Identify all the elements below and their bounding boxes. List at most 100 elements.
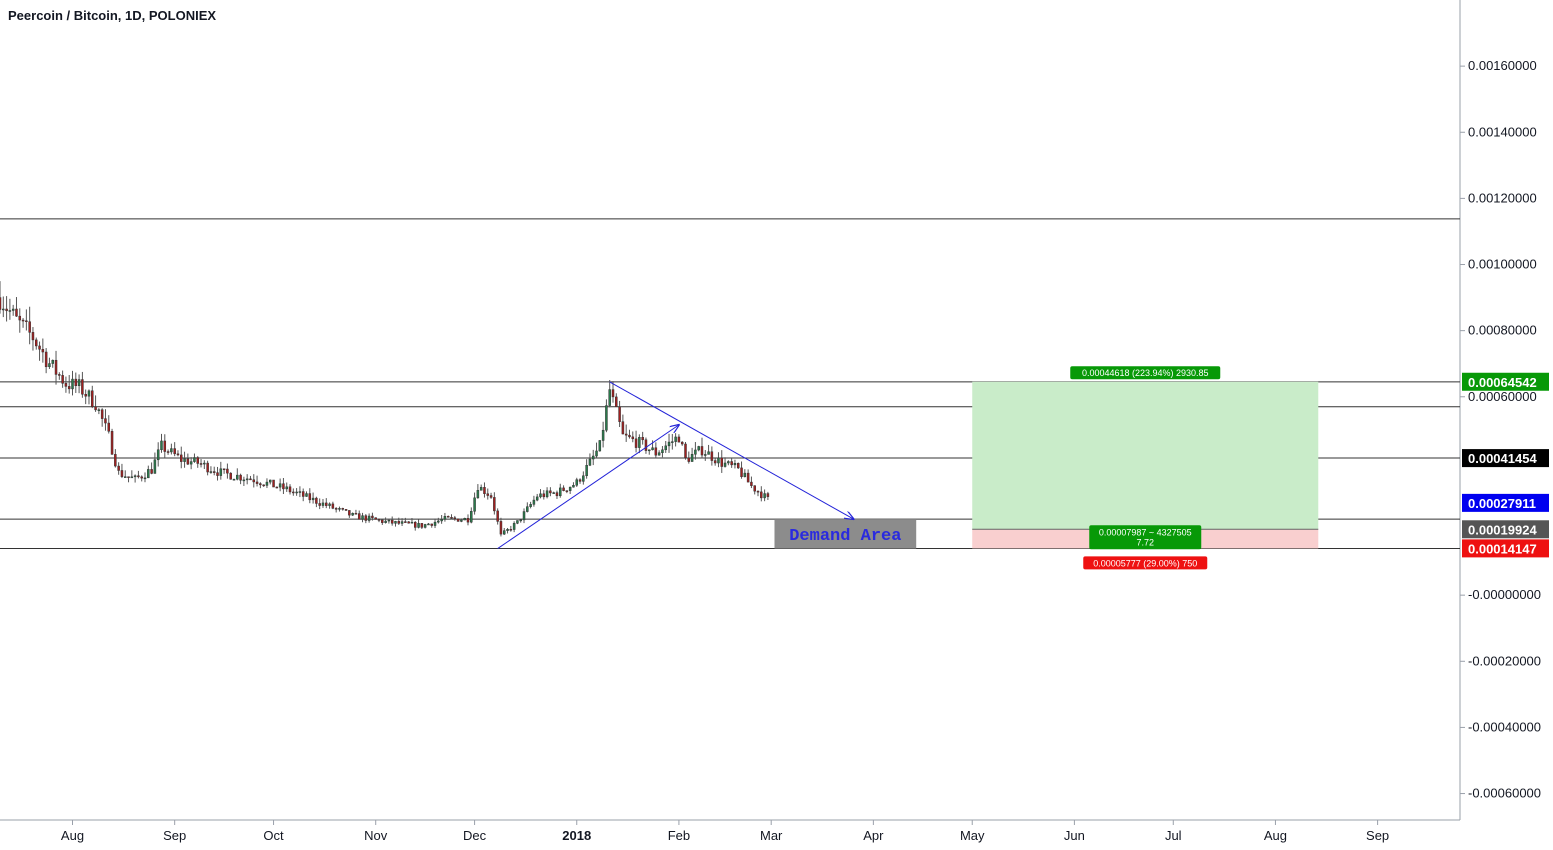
candle-body: [697, 446, 700, 451]
candle-body: [687, 457, 691, 462]
candle-body: [77, 379, 81, 387]
candle-body: [575, 479, 578, 486]
candle-body: [38, 345, 41, 350]
candle-body: [212, 471, 216, 473]
candle-body: [588, 458, 592, 466]
candle-body: [568, 486, 572, 491]
y-tick-label: -0.00040000: [1468, 719, 1541, 734]
candle-body: [189, 461, 193, 465]
candle-body: [572, 484, 575, 488]
demand-area-label: Demand Area: [789, 527, 901, 546]
candle-body: [720, 457, 724, 467]
candle-body: [611, 389, 615, 398]
candle-body: [440, 519, 443, 522]
candle-body: [680, 441, 684, 445]
candle-body: [325, 502, 328, 506]
candle-body: [31, 332, 35, 341]
candle-body: [671, 441, 674, 443]
candle-body: [473, 497, 476, 512]
candle-body: [206, 462, 209, 473]
candle-body: [621, 421, 625, 435]
candle-body: [295, 491, 298, 494]
candle-body: [35, 339, 38, 347]
candle-body: [25, 320, 28, 323]
candle-body: [245, 478, 249, 481]
candle-body: [700, 446, 704, 456]
candle-body: [437, 520, 440, 523]
candle-body: [707, 451, 710, 455]
candle-body: [651, 447, 654, 451]
candle-body: [638, 437, 641, 448]
x-tick-label: Jul: [1165, 828, 1182, 843]
trend-arrow: [609, 381, 854, 519]
candle-body: [552, 492, 555, 494]
candle-body: [262, 484, 265, 487]
candle-body: [644, 439, 648, 451]
candle-body: [684, 443, 687, 459]
candle-body: [582, 475, 585, 482]
x-tick-label: May: [960, 828, 985, 843]
candle-body: [143, 477, 147, 480]
candle-body: [450, 517, 453, 519]
candle-body: [117, 465, 120, 471]
candle-body: [130, 476, 134, 479]
price-badge-bg: [1462, 449, 1549, 468]
candle-body: [272, 479, 275, 488]
candle-body: [456, 518, 460, 522]
candle-body: [114, 454, 117, 467]
candle-body: [265, 481, 269, 486]
candle-body: [760, 491, 763, 499]
candle-body: [433, 521, 437, 526]
candle-body: [61, 375, 64, 384]
candle-body: [539, 493, 542, 498]
candle-body: [110, 431, 114, 455]
candle-body: [446, 516, 450, 518]
candle-body: [654, 447, 658, 456]
candle-body: [404, 521, 407, 523]
candle-body: [397, 521, 401, 524]
candle-body: [41, 349, 45, 353]
candle-body: [427, 523, 430, 526]
candle-body: [384, 520, 387, 523]
candle-body: [578, 479, 582, 482]
candle-body: [631, 436, 635, 440]
candle-body: [222, 468, 226, 471]
candle-body: [58, 374, 61, 376]
candle-body: [84, 393, 87, 397]
candle-body: [275, 486, 279, 489]
price-badge-label: 0.00019924: [1468, 522, 1537, 537]
y-tick-label: 0.00080000: [1468, 323, 1537, 338]
candle-body: [91, 390, 94, 407]
entry-label-line2: 7.72: [1136, 537, 1154, 547]
y-tick-label: -0.00020000: [1468, 653, 1541, 668]
candle-body: [694, 449, 697, 455]
entry-label-bg: [1089, 525, 1202, 550]
candle-body: [331, 503, 335, 509]
candle-body: [298, 491, 302, 493]
candle-body: [51, 359, 54, 364]
candle-body: [87, 390, 91, 397]
candle-body: [526, 506, 529, 512]
candle-body: [170, 448, 173, 453]
candle-body: [301, 491, 305, 497]
candle-body: [704, 454, 707, 456]
candle-body: [674, 436, 677, 442]
candle-body: [549, 490, 552, 494]
candle-body: [44, 351, 48, 368]
candle-body: [723, 462, 727, 467]
trend-arrow: [497, 425, 679, 549]
candle-body: [160, 440, 163, 451]
candle-body: [601, 429, 605, 441]
y-tick-label: 0.00120000: [1468, 190, 1537, 205]
price-badge-label: 0.00027911: [1468, 496, 1536, 511]
candle-body: [763, 493, 766, 499]
candle-body: [423, 524, 427, 528]
candle-body: [100, 409, 104, 419]
candle-body: [67, 386, 71, 390]
candle-body: [54, 359, 58, 375]
candle-body: [559, 487, 562, 497]
x-tick-label: Feb: [668, 828, 690, 843]
x-tick-label: Apr: [863, 828, 884, 843]
candle-body: [357, 513, 361, 520]
